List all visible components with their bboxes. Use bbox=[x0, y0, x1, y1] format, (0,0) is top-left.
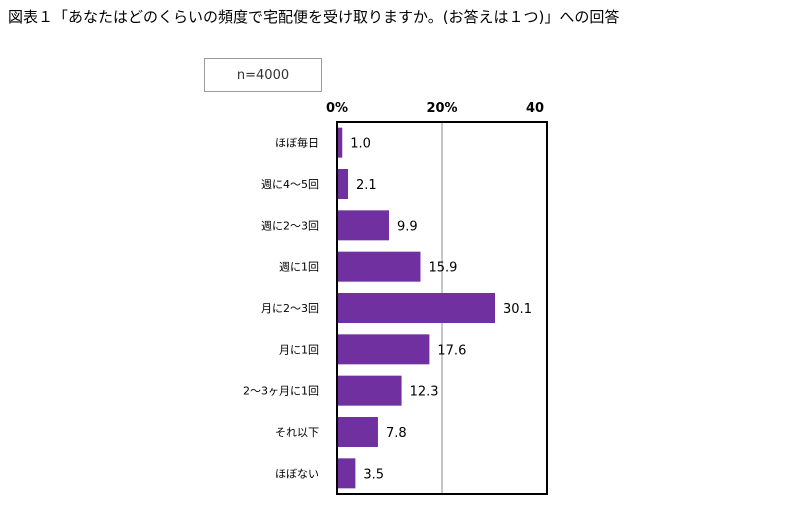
value-label-8: 7.8 bbox=[386, 426, 407, 441]
value-label-2: 2.1 bbox=[356, 178, 377, 193]
value-label-9: 3.5 bbox=[363, 467, 384, 482]
sample-size-box: n=4000 bbox=[204, 58, 322, 92]
bar-1 bbox=[337, 127, 343, 158]
category-label-7: 2～3ヶ月に1回 bbox=[243, 385, 319, 398]
value-label-4: 15.9 bbox=[428, 261, 457, 276]
category-label-2: 週に4～5回 bbox=[261, 178, 319, 191]
category-label-6: 月に1回 bbox=[279, 343, 319, 356]
bar-2 bbox=[337, 169, 349, 199]
value-label-5: 30.1 bbox=[503, 302, 532, 317]
chart-title: 図表１「あなたはどのくらいの頻度で宅配便を受け取りますか。(お答えは１つ)」への… bbox=[8, 8, 620, 26]
bar-6 bbox=[337, 334, 430, 365]
x-tick-label-0: 0% bbox=[326, 101, 348, 116]
value-label-3: 9.9 bbox=[397, 219, 418, 234]
category-label-9: ほぼない bbox=[275, 467, 319, 480]
bar-8 bbox=[337, 417, 378, 447]
bar-9 bbox=[337, 458, 356, 489]
category-label-1: ほぼ毎日 bbox=[275, 137, 319, 150]
bar-5 bbox=[337, 293, 496, 323]
bar-3 bbox=[337, 210, 389, 241]
category-label-5: 月に2～3回 bbox=[261, 302, 319, 315]
value-label-7: 12.3 bbox=[410, 385, 439, 400]
value-label-1: 1.0 bbox=[350, 137, 371, 152]
category-label-3: 週に2～3回 bbox=[261, 219, 319, 232]
value-label-6: 17.6 bbox=[437, 343, 466, 358]
category-label-8: それ以下 bbox=[275, 426, 319, 439]
bar-4 bbox=[337, 251, 421, 282]
plot-frame bbox=[336, 121, 548, 495]
sample-size-label: n=4000 bbox=[236, 67, 290, 83]
category-label-4: 週に1回 bbox=[279, 261, 319, 274]
x-tick-label-40: 40 bbox=[526, 101, 544, 116]
bar-7 bbox=[337, 375, 402, 406]
x-tick-label-20: 20% bbox=[426, 101, 457, 116]
